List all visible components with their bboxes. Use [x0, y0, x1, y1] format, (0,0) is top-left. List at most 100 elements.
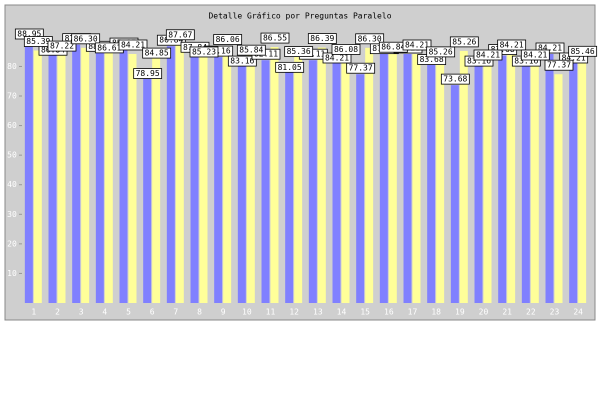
label-box	[71, 33, 101, 45]
bar	[143, 69, 152, 303]
bar	[152, 52, 161, 304]
label-box	[165, 29, 195, 41]
bar	[33, 50, 42, 304]
bar	[175, 43, 184, 304]
label-box	[142, 47, 172, 59]
value-label: 84.21	[325, 53, 349, 62]
x-tick-label: 24	[573, 308, 583, 317]
x-tick-label: 13	[313, 308, 323, 317]
value-label: 83.16	[514, 57, 538, 66]
bar	[436, 50, 445, 303]
label-box	[568, 45, 598, 57]
y-tick-label: 10	[7, 269, 17, 278]
bar	[72, 44, 81, 303]
label-box	[497, 39, 527, 51]
bar	[578, 50, 587, 303]
bar	[365, 47, 374, 303]
label-box	[535, 42, 565, 54]
value-label: 88.95	[17, 30, 41, 39]
value-label: 86.84	[159, 36, 183, 45]
label-box	[331, 44, 361, 55]
bar	[166, 46, 175, 303]
bar	[246, 49, 255, 303]
label-box	[307, 33, 337, 44]
bar	[530, 53, 539, 303]
bar	[119, 49, 128, 304]
bar	[308, 60, 317, 303]
x-tick-label: 3	[79, 308, 84, 317]
y-tick-label: 30	[7, 210, 17, 219]
value-label: 82.11	[301, 50, 325, 59]
bar	[237, 57, 246, 304]
value-label: 82.11	[254, 50, 278, 59]
x-tick-label: 23	[550, 308, 560, 317]
value-label: 86.08	[334, 45, 358, 54]
value-label: 78.95	[136, 69, 160, 78]
bar	[412, 53, 421, 303]
bar	[379, 44, 388, 303]
value-label: 86.30	[358, 34, 382, 43]
bar	[356, 74, 365, 303]
x-tick-label: 14	[337, 308, 347, 317]
value-label: 84.21	[523, 50, 547, 59]
value-label: 77.37	[349, 64, 373, 73]
value-label: 84.21	[538, 43, 562, 52]
label-box	[118, 39, 148, 51]
label-box	[449, 36, 479, 48]
bar	[498, 55, 507, 303]
y-tick-label: 70	[7, 92, 17, 101]
label-box	[402, 39, 432, 51]
x-tick-label: 21	[502, 308, 512, 317]
x-tick-label: 5	[126, 308, 131, 317]
x-tick-label: 11	[266, 308, 276, 317]
y-tick-label: 60	[7, 121, 17, 130]
value-label: 84.21	[121, 40, 145, 49]
y-tick-label: 50	[7, 151, 17, 160]
label-box	[520, 49, 550, 61]
bar	[332, 53, 341, 303]
value-label: 83.16	[207, 47, 231, 56]
value-label: 85.36	[287, 47, 311, 56]
x-tick-label: 16	[384, 308, 394, 317]
bar	[388, 46, 397, 303]
label-box	[275, 61, 305, 73]
chart-title: Detalle Gráfico por Preguntas Paralelo	[208, 12, 391, 21]
value-label: 86.06	[216, 35, 240, 44]
value-label: 86.84	[381, 43, 405, 52]
bar	[450, 85, 459, 304]
bar	[317, 47, 326, 303]
x-tick-label: 22	[526, 308, 536, 317]
bar	[270, 47, 279, 303]
bar	[81, 47, 90, 303]
x-tick-label: 6	[150, 308, 155, 317]
label-box	[236, 44, 266, 56]
value-label: 85.39	[26, 37, 50, 46]
value-label: 86.30	[74, 34, 98, 43]
bar	[285, 63, 294, 303]
x-tick-label: 9	[221, 308, 226, 317]
bar	[569, 53, 578, 303]
bar	[199, 50, 208, 304]
bar	[545, 53, 554, 303]
value-label: 85.23	[192, 47, 216, 56]
y-tick-label: 20	[7, 239, 17, 248]
bar	[341, 48, 350, 303]
bar	[474, 57, 483, 304]
bar	[507, 53, 516, 303]
value-label: 86.55	[263, 34, 287, 43]
value-label: 83.68	[420, 55, 444, 64]
x-tick-label: 4	[102, 308, 107, 317]
label-box	[284, 46, 314, 57]
bar	[214, 57, 223, 304]
y-tick-label: 40	[7, 180, 17, 189]
x-tick-label: 17	[408, 308, 418, 317]
label-box	[189, 46, 219, 58]
bar	[459, 50, 468, 303]
label-box	[473, 49, 503, 61]
bar	[261, 60, 270, 303]
value-label: 87.22	[50, 42, 74, 51]
x-tick-label: 2	[55, 308, 60, 317]
value-label: 85.26	[452, 37, 476, 46]
bar	[24, 39, 33, 304]
label-box	[47, 40, 77, 52]
